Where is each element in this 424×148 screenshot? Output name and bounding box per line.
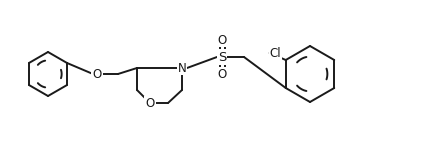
Text: O: O: [92, 67, 102, 81]
Text: O: O: [218, 67, 226, 81]
Text: S: S: [218, 50, 226, 63]
Text: O: O: [218, 33, 226, 46]
Text: N: N: [178, 62, 187, 74]
Text: Cl: Cl: [270, 46, 282, 59]
Text: O: O: [145, 96, 155, 110]
